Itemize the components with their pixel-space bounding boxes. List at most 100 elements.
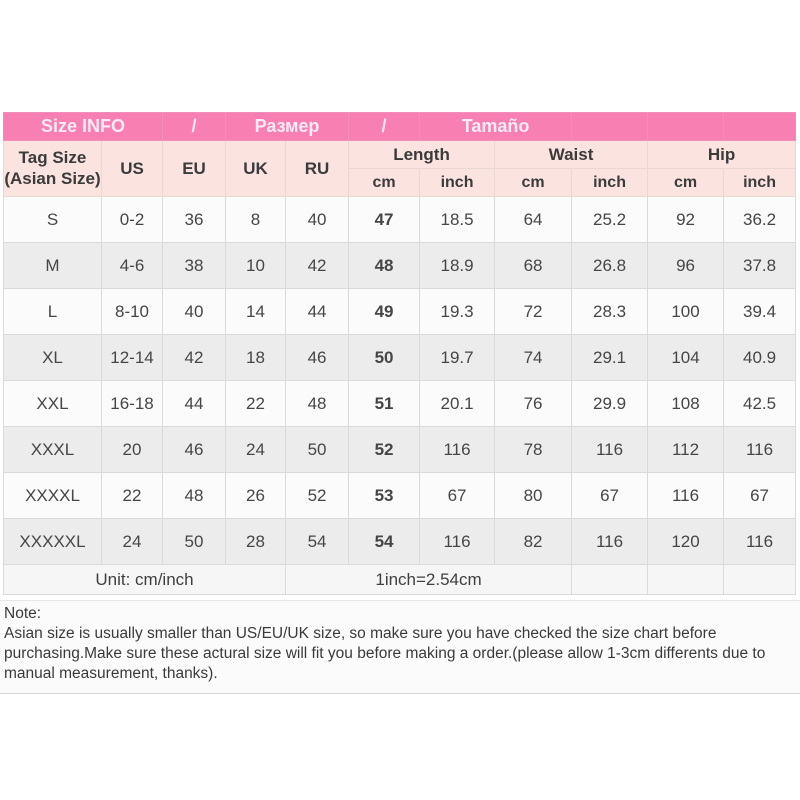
size-value-cell: 26 — [225, 472, 287, 519]
size-value-cell: 50 — [285, 426, 350, 473]
size-value-cell: 116 — [419, 518, 496, 565]
size-value-cell: 96 — [647, 242, 725, 289]
footer-empty-cell — [571, 564, 649, 595]
footer-unit-label: Unit: cm/inch — [2, 564, 287, 595]
row-label-tag-size: L — [3, 288, 102, 335]
size-chart-table: Size INFO / Размер / Tamaño Tag Size (As… — [2, 112, 797, 595]
size-value-cell: 76 — [494, 380, 573, 427]
size-value-cell: 80 — [494, 472, 573, 519]
banner-empty-cell — [647, 112, 725, 141]
size-table-body: S 0-2 36 8 40 47 18.5 64 25.2 92 36.2 M 4-6 38 10 42 48 1… — [3, 196, 797, 565]
column-header-row: Tag Size (Asian Size) US EU UK RU Length… — [3, 140, 797, 197]
size-value-cell: 36 — [162, 196, 227, 243]
size-value-cell: 116 — [723, 426, 797, 473]
size-value-cell: 36.2 — [723, 196, 797, 243]
unit-hip-inch: inch — [723, 168, 797, 197]
unit-length-inch: inch — [419, 168, 496, 197]
size-value-cell: 67 — [723, 472, 797, 519]
size-value-cell: 120 — [647, 518, 725, 565]
size-value-cell: 24 — [225, 426, 287, 473]
table-row: S 0-2 36 8 40 47 18.5 64 25.2 92 36.2 — [3, 196, 797, 243]
size-value-cell: 19.3 — [419, 288, 496, 335]
size-value-cell: 46 — [285, 334, 350, 381]
size-value-cell: 78 — [494, 426, 573, 473]
size-value-cell: 50 — [162, 518, 227, 565]
size-value-cell: 104 — [647, 334, 725, 381]
size-value-cell: 29.9 — [571, 380, 649, 427]
size-value-cell: 26.8 — [571, 242, 649, 289]
banner-row: Size INFO / Размер / Tamaño — [2, 112, 797, 141]
size-value-cell: 52 — [285, 472, 350, 519]
size-value-cell: 64 — [494, 196, 573, 243]
size-value-cell: 116 — [571, 426, 649, 473]
table-row: M 4-6 38 10 42 48 18.9 68 26.8 96 37.8 — [3, 242, 797, 289]
header-waist: Waist — [494, 140, 649, 169]
size-value-cell: 8-10 — [100, 288, 164, 335]
size-value-cell: 42 — [285, 242, 350, 289]
table-row: XL 12-14 42 18 46 50 19.7 74 29.1 104 40.9 — [3, 334, 797, 381]
size-value-cell: 112 — [647, 426, 725, 473]
unit-length-cm: cm — [348, 168, 421, 197]
banner-empty-cell — [723, 112, 797, 141]
size-value-cell: 40 — [285, 196, 350, 243]
size-value-cell: 108 — [647, 380, 725, 427]
size-value-cell: 54 — [348, 518, 421, 565]
size-value-cell: 19.7 — [419, 334, 496, 381]
banner-slash-1: / — [162, 112, 227, 141]
size-value-cell: 42.5 — [723, 380, 797, 427]
size-value-cell: 82 — [494, 518, 573, 565]
size-value-cell: 68 — [494, 242, 573, 289]
table-row: XXXXXL 24 50 28 54 54 116 82 116 120 116 — [3, 518, 797, 565]
size-value-cell: 39.4 — [723, 288, 797, 335]
size-value-cell: 8 — [225, 196, 287, 243]
size-value-cell: 48 — [285, 380, 350, 427]
size-value-cell: 72 — [494, 288, 573, 335]
size-value-cell: 116 — [647, 472, 725, 519]
table-row: L 8-10 40 14 44 49 19.3 72 28.3 100 39.4 — [3, 288, 797, 335]
banner-size-info: Size INFO — [2, 112, 164, 141]
header-length: Length — [348, 140, 496, 169]
size-value-cell: 74 — [494, 334, 573, 381]
table-row: XXL 16-18 44 22 48 51 20.1 76 29.9 108 42.5 — [3, 380, 797, 427]
size-value-cell: 46 — [162, 426, 227, 473]
header-ru: RU — [285, 140, 350, 197]
size-value-cell: 53 — [348, 472, 421, 519]
size-value-cell: 28 — [225, 518, 287, 565]
size-value-cell: 116 — [723, 518, 797, 565]
footer-empty-cell — [723, 564, 797, 595]
banner-empty-cell — [571, 112, 649, 141]
size-value-cell: 47 — [348, 196, 421, 243]
size-value-cell: 22 — [100, 472, 164, 519]
note-body: Asian size is usually smaller than US/EU… — [4, 625, 766, 682]
header-eu: EU — [162, 140, 227, 197]
size-value-cell: 51 — [348, 380, 421, 427]
size-value-cell: 116 — [419, 426, 496, 473]
size-value-cell: 67 — [419, 472, 496, 519]
size-value-cell: 44 — [285, 288, 350, 335]
table-header: Size INFO / Размер / Tamaño Tag Size (As… — [2, 112, 797, 197]
row-label-tag-size: S — [3, 196, 102, 243]
unit-waist-inch: inch — [571, 168, 649, 197]
note-label: Note: — [4, 605, 42, 622]
table-footer: Unit: cm/inch 1inch=2.54cm — [2, 564, 797, 595]
row-label-tag-size: XXL — [3, 380, 102, 427]
row-label-tag-size: XXXL — [3, 426, 102, 473]
size-value-cell: 12-14 — [100, 334, 164, 381]
size-value-cell: 0-2 — [100, 196, 164, 243]
size-value-cell: 29.1 — [571, 334, 649, 381]
footer-conversion: 1inch=2.54cm — [285, 564, 573, 595]
size-value-cell: 52 — [348, 426, 421, 473]
size-value-cell: 67 — [571, 472, 649, 519]
banner-razmer: Размер — [225, 112, 350, 141]
size-value-cell: 18 — [225, 334, 287, 381]
size-value-cell: 20 — [100, 426, 164, 473]
header-us: US — [100, 140, 164, 197]
table-row: XXXXL 22 48 26 52 53 67 80 67 116 67 — [3, 472, 797, 519]
size-value-cell: 48 — [348, 242, 421, 289]
note-block: Note: Asian size is usually smaller than… — [0, 600, 800, 694]
unit-waist-cm: cm — [494, 168, 573, 197]
size-value-cell: 48 — [162, 472, 227, 519]
size-value-cell: 40.9 — [723, 334, 797, 381]
units-row: cm inch cm inch cm inch — [4, 168, 797, 197]
size-value-cell: 16-18 — [100, 380, 164, 427]
